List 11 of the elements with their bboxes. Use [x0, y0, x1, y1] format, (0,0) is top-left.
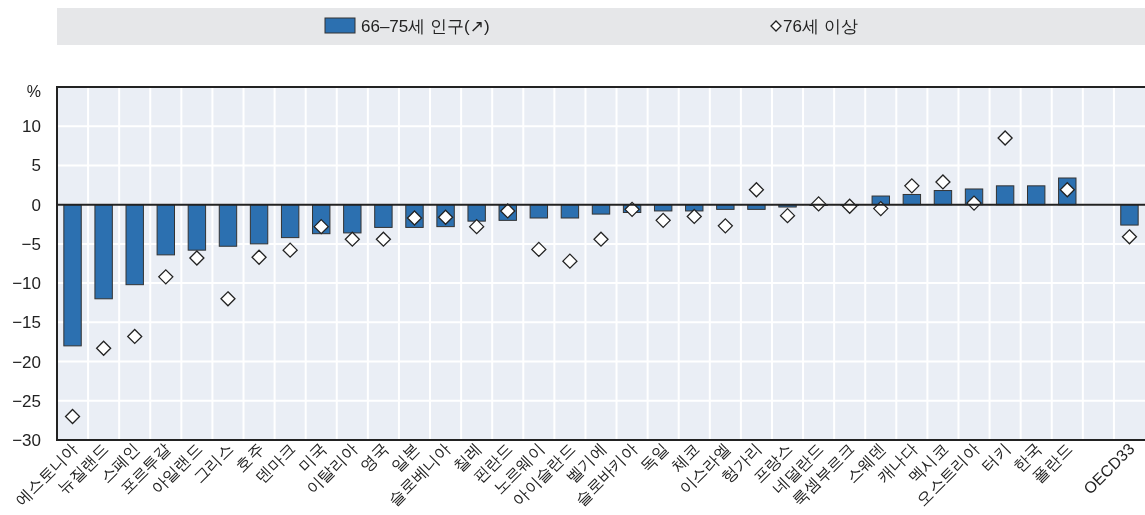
y-tick-label: 10 — [22, 117, 41, 137]
y-tick-label: 0 — [31, 195, 41, 215]
legend-label: 76세 이상 — [783, 17, 858, 36]
y-tick-label: −25 — [12, 391, 41, 411]
y-tick-label: −5 — [21, 234, 41, 254]
y-tick-label: −10 — [12, 274, 41, 294]
y-tick-label: −15 — [12, 313, 41, 333]
y-axis-title: % — [26, 83, 41, 100]
y-tick-label: −20 — [12, 352, 41, 372]
y-tick-label: 5 — [31, 156, 41, 176]
legend-label: 66–75세 인구(↗) — [361, 17, 490, 36]
